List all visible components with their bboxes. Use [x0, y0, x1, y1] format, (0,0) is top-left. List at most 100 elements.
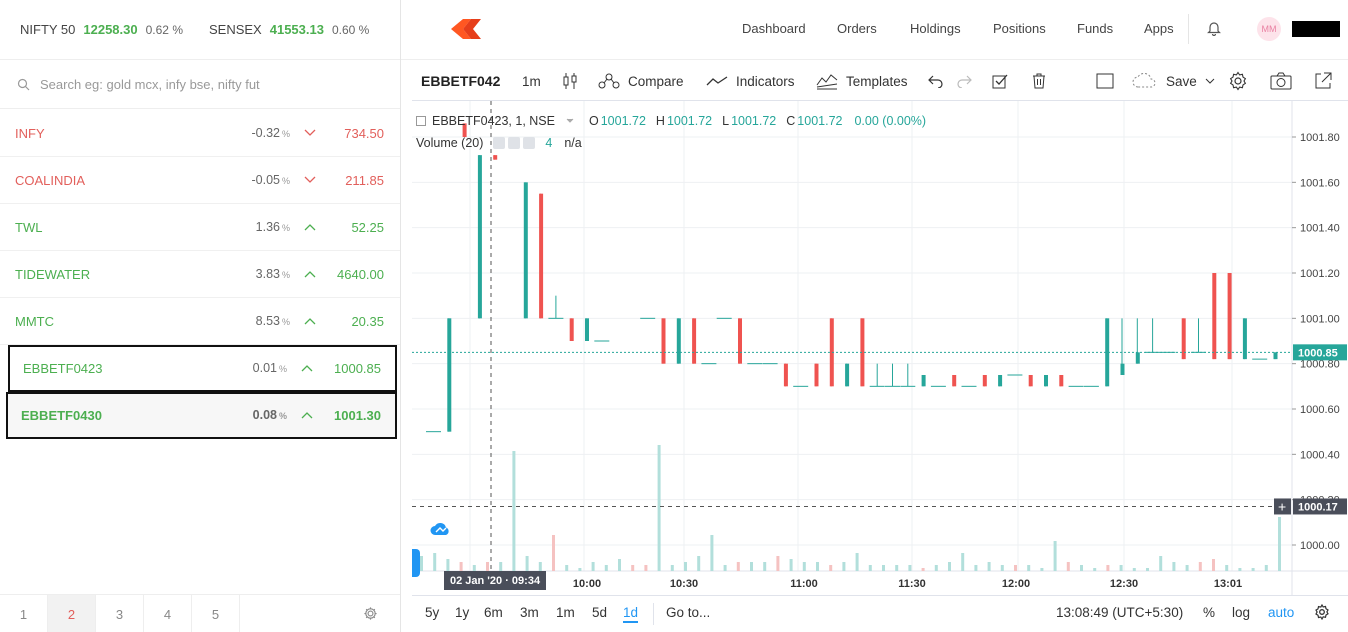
crosshair-date: 02 Jan '20 · 09:34 [444, 571, 547, 590]
undo-icon[interactable] [928, 62, 952, 100]
search-input[interactable] [40, 76, 360, 92]
user-id-redacted[interactable] [1292, 21, 1340, 37]
candle-body [692, 318, 697, 364]
crosshair-price-label: 1000.17 [1298, 501, 1338, 513]
indicators-icon [706, 76, 728, 86]
volume-bar [961, 553, 965, 571]
range-1m[interactable]: 1m [556, 605, 575, 620]
watchlist-row-tidewater[interactable]: TIDEWATER 3.83% 4640.00 [0, 251, 400, 298]
range-5d[interactable]: 5d [592, 605, 608, 620]
watchlist-page-2[interactable]: 2 [48, 595, 96, 632]
layout-icon[interactable] [1096, 62, 1122, 100]
volume-bar [1040, 568, 1044, 571]
nav-funds[interactable]: Funds [1077, 21, 1114, 36]
candle-body [1044, 375, 1048, 387]
price-tick-label: 1001.00 [1300, 313, 1340, 325]
volume-bar [1225, 565, 1229, 571]
watchlist-row-infy[interactable]: INFY -0.32% 734.50 [0, 110, 400, 157]
gear-icon[interactable] [363, 606, 378, 624]
kite-logo[interactable] [451, 19, 483, 42]
indicators-label: Indicators [736, 73, 795, 89]
bell-icon[interactable] [1207, 20, 1221, 39]
volume-bar [723, 565, 727, 571]
volume-bar [1106, 565, 1110, 571]
nav-apps[interactable]: Apps [1144, 21, 1174, 36]
volume-bar [908, 565, 912, 571]
close-icon[interactable] [523, 137, 536, 149]
candles-icon[interactable] [562, 62, 586, 100]
index-sensex[interactable]: SENSEX 41553.13 0.60 % [209, 22, 369, 37]
watchlist-page-3[interactable]: 3 [96, 595, 144, 632]
chart-bottom-bar: 5y 1y 6m 3m 1m 5d 1d Go to... 13:08:49 (… [412, 595, 1348, 632]
compare-button[interactable]: Compare [598, 62, 684, 100]
camera-icon[interactable] [1270, 62, 1300, 100]
watchlist-row-twl[interactable]: TWL 1.36% 52.25 [0, 204, 400, 251]
chart-symbol[interactable]: EBBETF042 [421, 73, 501, 89]
range-5y[interactable]: 5y [425, 605, 440, 620]
volume-bar [855, 553, 859, 571]
range-1d[interactable]: 1d [623, 605, 639, 623]
watchlist-row-ebbetf0430[interactable]: EBBETF0430 0.08% 1001.30 [6, 392, 397, 439]
redo-icon[interactable] [956, 62, 980, 100]
gear-icon[interactable] [1314, 603, 1330, 623]
plus-icon: + [1278, 498, 1286, 514]
log-toggle[interactable]: log [1232, 605, 1251, 620]
watchlist-row-coalindia[interactable]: COALINDIA -0.05% 211.85 [0, 157, 400, 204]
watchlist-row-ebbetf0423[interactable]: EBBETF0423 0.01% 1000.85 [8, 345, 397, 392]
eye-icon[interactable] [493, 137, 506, 149]
watchlist-page-1[interactable]: 1 [0, 595, 48, 632]
candle-body [661, 318, 666, 364]
chart-area[interactable]: 1001.80 1001.60 1001.40 1001.20 1001.00 1000.… [412, 100, 1348, 595]
instrument-symbol: MMTC [15, 313, 54, 329]
goto-button[interactable]: Go to... [666, 605, 711, 620]
collapse-icon[interactable] [416, 116, 426, 126]
volume-label: Volume (20) [416, 136, 484, 150]
gear-icon[interactable] [508, 137, 521, 149]
instrument-ltp: 4640.00 [337, 266, 384, 282]
trash-icon[interactable] [1032, 62, 1054, 100]
nav-orders[interactable]: Orders [837, 21, 877, 36]
popout-icon[interactable] [1314, 62, 1340, 100]
volume-bar [684, 562, 687, 571]
cloud-icon[interactable] [430, 521, 452, 540]
save-button[interactable]: Save [1132, 62, 1223, 100]
range-3m[interactable]: 3m [520, 605, 539, 620]
nav-positions[interactable]: Positions [993, 21, 1046, 36]
volume-bar [1198, 562, 1202, 571]
percent-toggle[interactable]: % [1203, 605, 1216, 620]
auto-toggle[interactable]: auto [1268, 605, 1295, 620]
templates-button[interactable]: Templates [816, 62, 908, 100]
clock[interactable]: 13:08:49 (UTC+5:30) [1056, 605, 1184, 620]
instrument-change: -0.05% [251, 173, 290, 187]
range-1y[interactable]: 1y [455, 605, 470, 620]
series-legend: EBBETF0423, 1, NSE O 1001.72 H 1001.72 L 10… [416, 114, 926, 128]
watchlist-page-5[interactable]: 5 [192, 595, 240, 632]
watchlist-page-4[interactable]: 4 [144, 595, 192, 632]
price-chart[interactable]: 1001.80 1001.60 1001.40 1001.20 1001.00 1000.… [412, 101, 1348, 595]
series-name: EBBETF0423, 1, NSE [432, 114, 555, 128]
nav-holdings[interactable]: Holdings [910, 21, 961, 36]
time-tick-label: 10:30 [670, 578, 698, 590]
volume-bar [446, 559, 450, 571]
watchlist-row-mmtc[interactable]: MMTC 8.53% 20.35 [0, 298, 400, 345]
indicators-button[interactable]: Indicators [706, 62, 795, 100]
volume-bar [565, 565, 569, 571]
settings-icon[interactable] [1228, 62, 1256, 100]
range-6m[interactable]: 6m [484, 605, 503, 620]
volume-bar [710, 535, 714, 571]
volume-bar [1132, 568, 1136, 571]
volume-bar [948, 562, 951, 571]
last-price-label: 1000.85 [1298, 347, 1338, 359]
ohlc-open: 1001.72 [600, 114, 646, 128]
side-panel-toggle[interactable] [412, 549, 420, 577]
index-value: 12258.30 [83, 22, 138, 37]
volume-bar [420, 556, 423, 571]
avatar[interactable]: MM [1257, 17, 1281, 41]
volume-bar [433, 553, 437, 571]
index-nifty[interactable]: NIFTY 50 12258.30 0.62 % [20, 22, 183, 37]
interval-button[interactable]: 1m [522, 73, 541, 89]
instrument-change: 3.83% [255, 267, 290, 281]
volume-bar [789, 559, 793, 571]
checkbox-icon[interactable] [992, 62, 1016, 100]
nav-dashboard[interactable]: Dashboard [742, 21, 806, 36]
